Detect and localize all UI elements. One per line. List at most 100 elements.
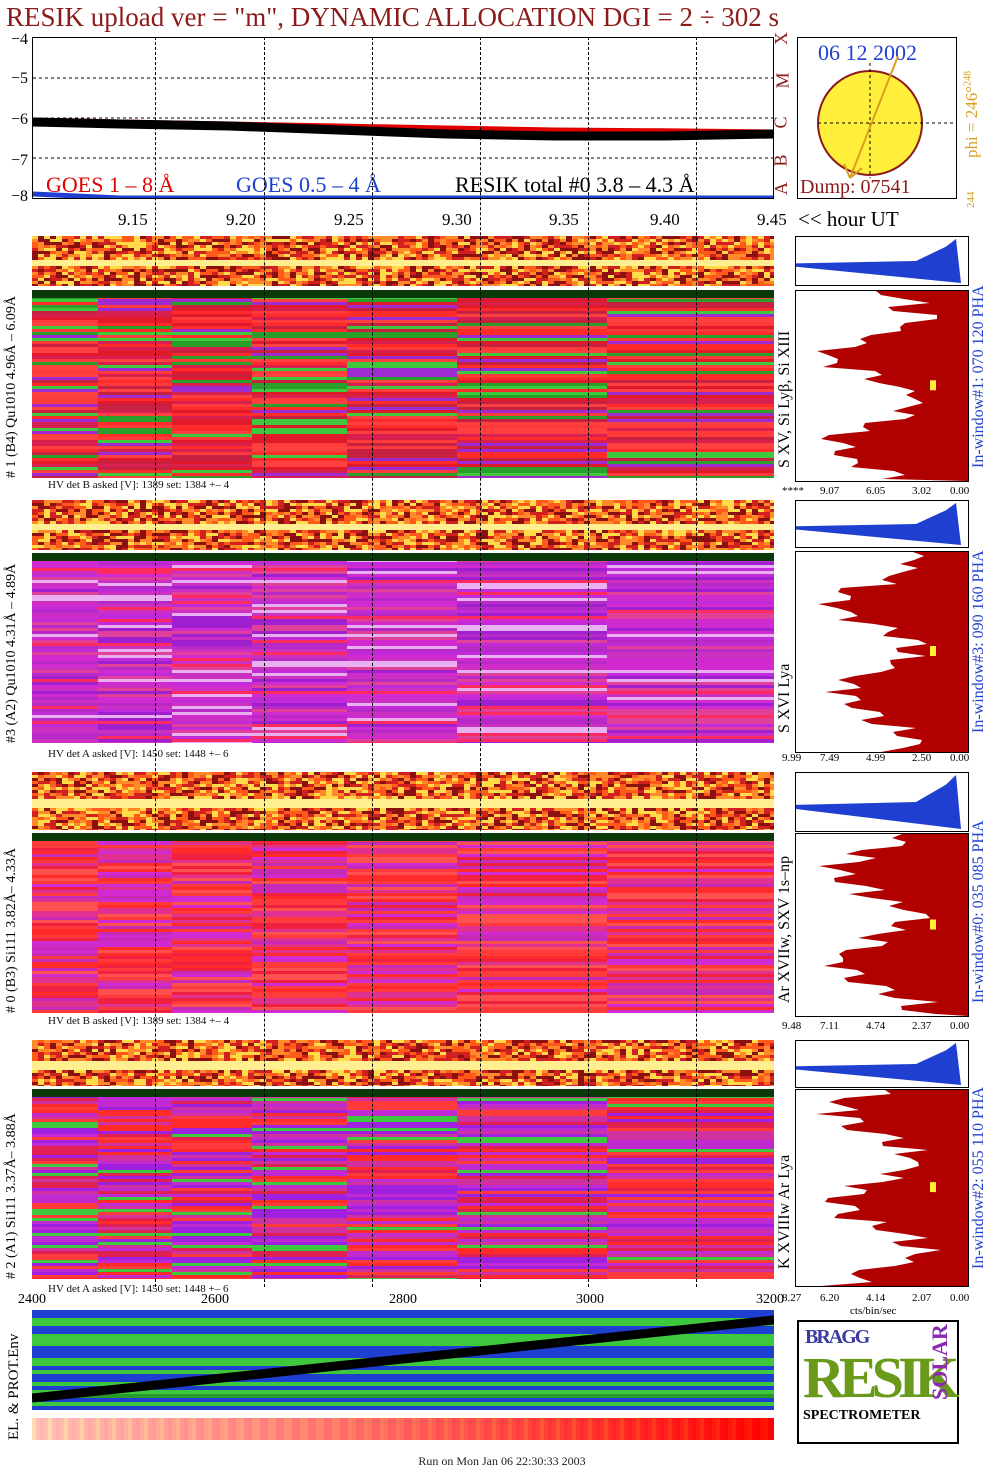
env-strip-cell bbox=[296, 1418, 300, 1440]
env-strip-cell bbox=[504, 1418, 508, 1440]
env-band bbox=[32, 1314, 774, 1318]
spectrogram-main bbox=[32, 553, 774, 743]
env-strip-cell bbox=[652, 1418, 656, 1440]
env-strip-cell bbox=[564, 1418, 568, 1440]
env-strip-cell bbox=[724, 1418, 728, 1440]
env-plot bbox=[31, 1310, 775, 1410]
env-strip-cell bbox=[56, 1418, 60, 1440]
env-strip-cell bbox=[368, 1418, 372, 1440]
env-strip-cell bbox=[732, 1418, 736, 1440]
env-strip-cell bbox=[352, 1418, 356, 1440]
env-strip-cell bbox=[700, 1418, 704, 1440]
env-strip-cell bbox=[756, 1418, 760, 1440]
env-strip-cell bbox=[692, 1418, 696, 1440]
env-strip-cell bbox=[640, 1418, 644, 1440]
env-strip-cell bbox=[588, 1418, 592, 1440]
env-strip-cell bbox=[156, 1418, 160, 1440]
time-tick: 9.25 bbox=[334, 210, 364, 229]
sun-date: 06 12 2002 bbox=[818, 40, 917, 65]
spectrum-top-strip bbox=[32, 1040, 774, 1086]
window-label: In-window#0: 035 085 PHA bbox=[970, 820, 987, 1003]
hist-tick: 6.05 bbox=[866, 485, 886, 497]
env-strip-cell bbox=[92, 1418, 96, 1440]
env-strip-cell bbox=[60, 1418, 64, 1440]
time-gridline bbox=[588, 37, 589, 1287]
env-strip-cell bbox=[616, 1418, 620, 1440]
env-strip-cell bbox=[668, 1418, 672, 1440]
env-strip-cell bbox=[260, 1418, 264, 1440]
env-strip-cell bbox=[88, 1418, 92, 1440]
env-strip-cell bbox=[276, 1418, 280, 1440]
flare-class-axis: X M C B A bbox=[770, 28, 794, 198]
env-strip-cell bbox=[64, 1418, 68, 1440]
env-strip-cell bbox=[224, 1418, 228, 1440]
env-strip-svg bbox=[32, 1418, 776, 1440]
env-strip-cell bbox=[376, 1418, 380, 1440]
hist-tick: 9.48 bbox=[782, 1020, 802, 1032]
resik-logo: BRAGG RESIK SOLAR SPECTROMETER bbox=[797, 1320, 959, 1444]
env-tick: 2600 bbox=[201, 1292, 229, 1307]
channel-label: # 2 (A1) Si111 3.37Å– 3.88Å bbox=[4, 1113, 19, 1279]
hist-tick: 9.07 bbox=[820, 485, 840, 497]
env-strip-cell bbox=[460, 1418, 464, 1440]
env-strip-cell bbox=[168, 1418, 172, 1440]
env-trend-line bbox=[31, 1315, 775, 1403]
class-letter: C bbox=[770, 116, 791, 129]
env-tick: 3000 bbox=[576, 1292, 604, 1307]
env-band bbox=[32, 1398, 774, 1402]
env-strip-cell bbox=[312, 1418, 316, 1440]
env-strip-cell bbox=[680, 1418, 684, 1440]
env-strip-cell bbox=[304, 1418, 308, 1440]
hist-red bbox=[795, 551, 969, 753]
env-band bbox=[32, 1374, 774, 1378]
lines-label: S XVI Lya bbox=[776, 663, 793, 733]
env-strip-cell bbox=[68, 1418, 72, 1440]
env-strip-cell bbox=[508, 1418, 512, 1440]
legend-resik: RESIK total #0 3.8 – 4.3 Å bbox=[455, 172, 695, 197]
env-strip-cell bbox=[772, 1418, 776, 1440]
env-strip-cell bbox=[272, 1418, 276, 1440]
y-tick: −4 bbox=[10, 31, 28, 48]
env-strip-cell bbox=[480, 1418, 484, 1440]
env-strip-cell bbox=[364, 1418, 368, 1440]
hist-tick: 0.00 bbox=[950, 485, 970, 497]
env-strip-cell bbox=[40, 1418, 44, 1440]
env-strip-cell bbox=[656, 1418, 660, 1440]
env-strip-cell bbox=[264, 1418, 268, 1440]
env-strip-cell bbox=[572, 1418, 576, 1440]
env-strip-cell bbox=[268, 1418, 272, 1440]
time-gridline bbox=[155, 37, 156, 1287]
env-band bbox=[32, 1406, 774, 1410]
env-band bbox=[32, 1366, 774, 1370]
env-strip-cell bbox=[452, 1418, 456, 1440]
time-tick: 9.30 bbox=[442, 210, 472, 229]
env-strip-cell bbox=[736, 1418, 740, 1440]
env-strip-cell bbox=[192, 1418, 196, 1440]
env-strip-cell bbox=[108, 1418, 112, 1440]
time-unit-label: << hour UT bbox=[798, 207, 899, 231]
env-strip-cell bbox=[256, 1418, 260, 1440]
env-strip-cell bbox=[360, 1418, 364, 1440]
hist-tick: **** bbox=[782, 485, 804, 497]
env-strip-cell bbox=[76, 1418, 80, 1440]
env-strip-cell bbox=[424, 1418, 428, 1440]
hist-tick: 6.20 bbox=[820, 1292, 840, 1304]
env-strip-cell bbox=[52, 1418, 56, 1440]
env-strip-cell bbox=[284, 1418, 288, 1440]
spectrogram-main bbox=[32, 290, 774, 478]
lines-label: Ar XVIIw, SXV 1s–np bbox=[776, 855, 793, 1003]
env-strip-cell bbox=[612, 1418, 616, 1440]
env-band bbox=[32, 1362, 774, 1366]
env-tick: 2800 bbox=[389, 1292, 417, 1307]
legend-goes-red: GOES 1 – 8 Å bbox=[46, 172, 175, 197]
env-strip-cell bbox=[632, 1418, 636, 1440]
lines-label: S XV, Si Lyβ, Si XIII bbox=[776, 330, 793, 468]
env-band bbox=[32, 1370, 774, 1374]
env-strip-cell bbox=[720, 1418, 724, 1440]
env-strip-cell bbox=[372, 1418, 376, 1440]
env-strip-cell bbox=[404, 1418, 408, 1440]
env-strip-cell bbox=[280, 1418, 284, 1440]
env-strip-cell bbox=[488, 1418, 492, 1440]
hist-blue bbox=[795, 772, 969, 832]
env-strip-cell bbox=[604, 1418, 608, 1440]
